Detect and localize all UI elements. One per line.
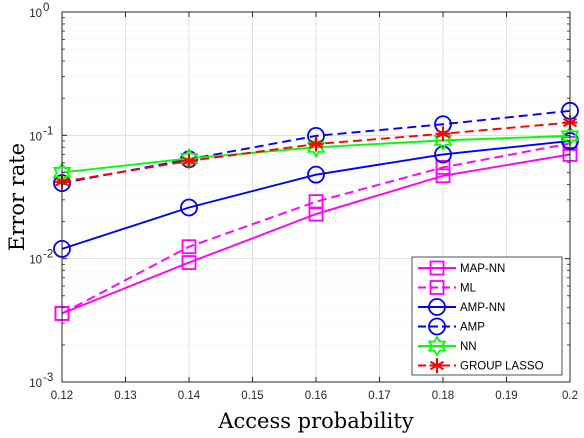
data-point <box>181 153 197 169</box>
x-tick-label: 0.18 <box>432 390 454 402</box>
legend-entry: AMP <box>418 317 485 336</box>
legend-entry: MAP-NN <box>418 260 505 276</box>
x-tick-labels: 0.12 0.13 0.14 0.15 0.16 0.17 0.18 0.19 0.2 <box>51 390 578 402</box>
data-point <box>308 136 324 152</box>
x-axis-title: Access probability <box>217 409 413 433</box>
y-tick-label: 10 -1 <box>29 125 53 143</box>
axis-ticks <box>61 11 571 383</box>
legend-marker <box>428 317 446 336</box>
y-tick-label: 10 0 <box>29 2 49 20</box>
legend-marker <box>429 260 445 276</box>
legend-marker <box>428 298 446 316</box>
data-point <box>181 255 197 270</box>
x-tick-label: 0.14 <box>178 390 201 402</box>
data-point <box>180 198 198 217</box>
y-tick-label-exponent: 0 <box>43 2 49 14</box>
data-point <box>181 239 197 255</box>
data-point <box>435 159 451 175</box>
data-point <box>308 194 324 210</box>
x-tick-label: 0.16 <box>305 390 327 402</box>
legend-marker <box>429 280 445 295</box>
data-point <box>433 129 453 152</box>
x-tick-label: 0.12 <box>51 390 73 402</box>
legend: MAP-NN ML AMP-NN AMP NN GROUP LASSO <box>411 256 563 376</box>
y-tick-label-exponent: -1 <box>43 125 53 137</box>
x-tick-label: 0.17 <box>368 390 390 402</box>
x-tick-label: 0.15 <box>241 390 263 402</box>
data-point <box>435 126 451 142</box>
y-tick-label-exponent: -2 <box>43 249 53 261</box>
legend-label: GROUP LASSO <box>460 361 544 373</box>
legend-entry: ML <box>418 280 477 295</box>
y-tick-label-base: 10 <box>29 131 42 143</box>
y-tick-label: 10 -2 <box>29 249 53 267</box>
series-ml <box>54 136 578 321</box>
series-layer <box>52 101 580 321</box>
legend-label: AMP-NN <box>460 302 505 314</box>
data-point <box>435 168 451 184</box>
y-tick-label-base: 10 <box>29 378 42 390</box>
y-tick-label-base: 10 <box>29 8 42 20</box>
y-tick-label-base: 10 <box>29 255 42 267</box>
x-tick-label: 0.13 <box>114 390 136 402</box>
y-axis-title: Error rate <box>5 143 29 251</box>
x-tick-label: 0.19 <box>495 390 517 402</box>
y-tick-label: 10 -3 <box>29 372 53 390</box>
legend-marker <box>427 335 447 357</box>
legend-label: MAP-NN <box>460 263 505 275</box>
series-line <box>61 140 571 250</box>
legend-label: ML <box>460 283 477 295</box>
legend-label: AMP <box>460 322 485 334</box>
series-line <box>61 142 571 315</box>
series-line <box>61 153 571 315</box>
data-point <box>306 136 326 159</box>
y-tick-label-exponent: -3 <box>43 372 53 384</box>
data-point <box>434 145 452 164</box>
legend-entry: AMP-NN <box>418 298 505 316</box>
legend-entry: GROUP LASSO <box>418 358 544 373</box>
legend-entry: NN <box>418 335 477 357</box>
minor-grid <box>62 17 570 346</box>
legend-label: NN <box>460 341 477 353</box>
legend-marker <box>429 358 445 373</box>
x-tick-label: 0.2 <box>562 390 578 402</box>
data-point <box>307 165 325 184</box>
